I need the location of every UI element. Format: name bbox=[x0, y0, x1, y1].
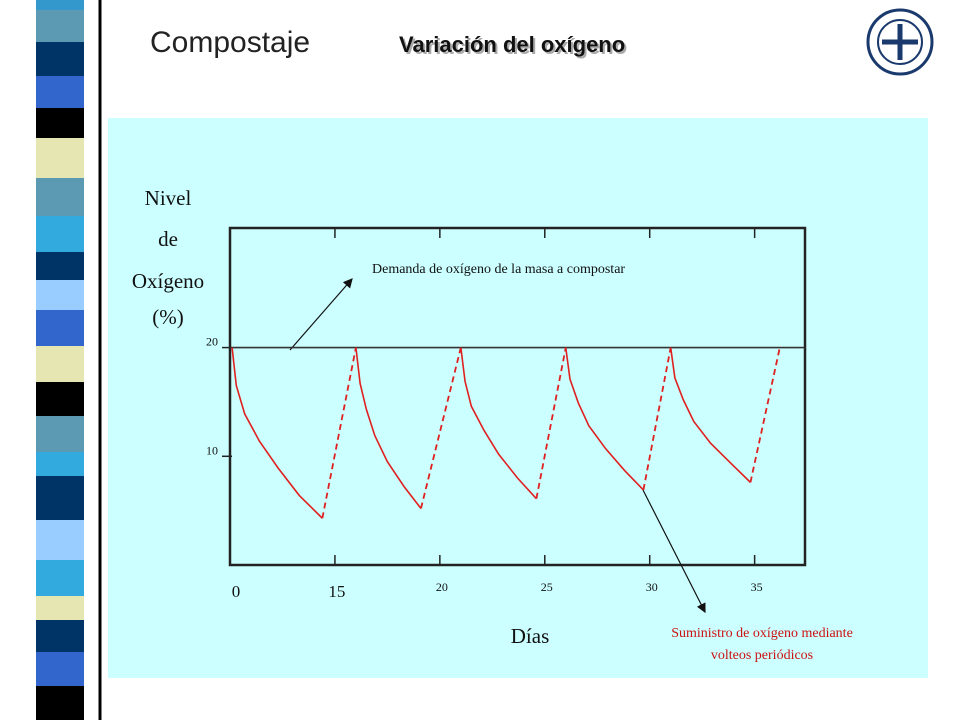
x-tick-label: 35 bbox=[751, 580, 763, 594]
side-strip bbox=[36, 0, 102, 720]
logo bbox=[866, 8, 934, 76]
x-label: Días bbox=[511, 624, 550, 648]
annotation: Demanda de oxígeno de la masa a composta… bbox=[372, 262, 625, 277]
x-tick-label: 0 bbox=[232, 582, 241, 601]
y-label-line: Nivel bbox=[145, 186, 192, 210]
y-label-line: (%) bbox=[152, 305, 183, 329]
slide-title: Compostaje bbox=[150, 26, 310, 59]
plot-frame bbox=[228, 226, 807, 567]
annotation-arrow bbox=[642, 489, 706, 614]
data-line bbox=[231, 347, 751, 519]
x-tick-label: 25 bbox=[541, 580, 553, 594]
subtitle-shadow: Variación del oxígeno bbox=[401, 34, 627, 59]
y-label: Nivel de Oxígeno (%) bbox=[132, 186, 204, 329]
y-tick-label: 20 bbox=[206, 335, 218, 349]
x-tick-label: 30 bbox=[646, 580, 658, 594]
annotation-arrow bbox=[289, 278, 353, 351]
slide-subtitle: Variación del oxígeno bbox=[399, 32, 625, 57]
y-label-line: Oxígeno bbox=[132, 269, 204, 293]
y-tick-label: 10 bbox=[206, 443, 218, 457]
x-tick-label: 15 bbox=[328, 582, 345, 601]
annotation: volteos periódicos bbox=[711, 648, 813, 663]
chart-panel bbox=[108, 118, 928, 678]
y-label-line: de bbox=[158, 227, 178, 251]
x-tick-label: 20 bbox=[436, 580, 448, 594]
data-line bbox=[321, 347, 781, 519]
annotation: Suministro de oxígeno mediante bbox=[671, 626, 853, 641]
